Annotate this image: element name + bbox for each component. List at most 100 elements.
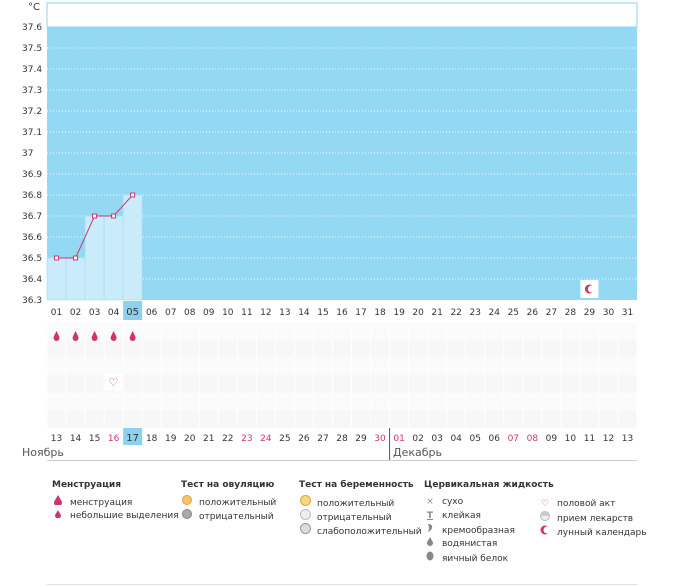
cycle-day-label: 11 (241, 308, 252, 318)
legend: Менструация менструация небольшие выделе… (0, 480, 675, 580)
symptom-row (47, 322, 637, 340)
cycle-day-label: 05 (126, 307, 139, 318)
cycle-day-label: 12 (260, 308, 271, 318)
drop-icon (110, 331, 117, 341)
heart-icon: ♡ (540, 499, 550, 509)
date-label: 15 (89, 434, 100, 444)
symptom-row (47, 375, 637, 393)
date-label: 09 (546, 434, 558, 444)
symptom-row (47, 392, 637, 411)
legend-item-ovulation-positive: положительный (181, 495, 276, 509)
legend-item-ovulation-negative: отрицательный (181, 509, 276, 523)
y-tick-label: 36.4 (22, 275, 42, 285)
date-label: 18 (146, 434, 158, 444)
cycle-day-label: 14 (298, 308, 310, 318)
date-label: 26 (298, 434, 310, 444)
legend-item-pregnancy-positive: положительный (299, 495, 422, 509)
legend-item-creamy: кремообразная (424, 523, 554, 537)
date-label: 04 (450, 434, 462, 444)
moon-icon (539, 525, 551, 540)
cycle-day-label: 31 (622, 308, 633, 318)
symptom-row (47, 410, 637, 428)
y-tick-label: 36.9 (22, 170, 42, 180)
legend-item-egg-white: яичный белок (424, 551, 554, 565)
sticky-icon: T (426, 511, 434, 521)
cycle-day-label: 09 (203, 308, 215, 318)
legend-other: ♡ половой акт прием лекарств лунный кален… (539, 497, 647, 539)
cycle-day-label: 22 (450, 308, 461, 318)
cycle-day-label: 16 (336, 308, 348, 318)
y-tick-label: 37 (22, 149, 33, 159)
legend-item-menstruation: менструация (52, 495, 179, 509)
temp-bar (103, 215, 124, 301)
bbt-chart: °C 37.6 37.5 37.4 37.3 37.2 37.1 37 36.9 36.8 36.7… (22, 2, 638, 460)
y-tick-label: 37.4 (22, 65, 42, 75)
drop-icon (72, 331, 79, 341)
symptom-row (47, 339, 637, 358)
y-tick-label: 36.6 (22, 233, 42, 243)
date-label: 13 (622, 434, 633, 444)
cycle-day-label: 21 (431, 308, 442, 318)
date-label: 06 (489, 434, 501, 444)
date-label: 20 (184, 434, 196, 444)
date-label: 28 (336, 434, 348, 444)
date-label: 02 (412, 434, 423, 444)
month-label-december: Декабрь (393, 446, 442, 459)
date-label: 16 (108, 434, 120, 444)
legend-ovulation: Тест на овуляцию положительный отрицател… (181, 480, 276, 523)
legend-item-pregnancy-weak: слабоположительный (299, 523, 422, 537)
cycle-day-label: 02 (70, 308, 81, 318)
plot-area (47, 27, 637, 300)
legend-item-watery: водянистая (424, 537, 554, 551)
small-drop-icon (52, 509, 64, 523)
legend-pregnancy: Тест на беременность положительный отриц… (299, 480, 422, 537)
date-label: 03 (431, 434, 442, 444)
y-tick-label: 37.5 (22, 44, 42, 54)
cycle-day-label: 04 (108, 308, 120, 318)
ovulation-positive-icon (181, 495, 193, 510)
date-label: 30 (374, 434, 386, 444)
egg-white-icon (424, 551, 436, 566)
date-label: 24 (260, 434, 272, 444)
pregnancy-positive-icon (299, 495, 311, 511)
cycle-day-label: 19 (393, 308, 405, 318)
symptom-row (47, 357, 637, 375)
legend-cervical-title: Цервикальная жидкость (424, 480, 554, 490)
date-label: 23 (241, 434, 252, 444)
watery-drop-icon (424, 537, 436, 551)
pregnancy-weak-icon (299, 523, 311, 539)
drop-icon (91, 331, 98, 341)
cycle-day-label: 26 (527, 308, 539, 318)
y-tick-label: 36.5 (22, 254, 42, 264)
y-tick-label: 36.8 (22, 191, 42, 201)
legend-item-pregnancy-negative: отрицательный (299, 509, 422, 523)
chart-header-band (46, 2, 638, 28)
legend-item-lunar: лунный календарь (539, 525, 647, 539)
temperature-point (92, 213, 98, 219)
temp-bar (65, 257, 86, 301)
cycle-day-label: 13 (279, 308, 290, 318)
pill-icon (539, 511, 551, 526)
legend-item-dry: × сухо (424, 495, 554, 509)
temperature-point (54, 255, 60, 261)
moon-icon-cutout (587, 285, 595, 293)
legend-item-medication: прием лекарств (539, 511, 647, 525)
date-label: 07 (508, 434, 519, 444)
cycle-day-label: 01 (51, 308, 62, 318)
temperature-point (73, 255, 79, 261)
date-label: 12 (603, 434, 614, 444)
cycle-day-label: 30 (603, 308, 615, 318)
y-tick-label: 36.3 (22, 296, 42, 306)
current-day-highlight (123, 301, 143, 320)
cycle-day-label: 18 (374, 308, 386, 318)
y-tick-label: 37.2 (22, 107, 42, 117)
cycle-day-label: 28 (565, 308, 577, 318)
y-tick-label: 37.1 (22, 128, 42, 138)
drop-icon (52, 495, 64, 510)
today-date-highlight (123, 428, 143, 445)
cycle-day-label: 23 (469, 308, 480, 318)
cycle-day-label: 24 (489, 308, 501, 318)
date-label: 08 (527, 434, 539, 444)
cycle-day-label: 10 (222, 308, 234, 318)
cross-icon: × (426, 497, 434, 507)
